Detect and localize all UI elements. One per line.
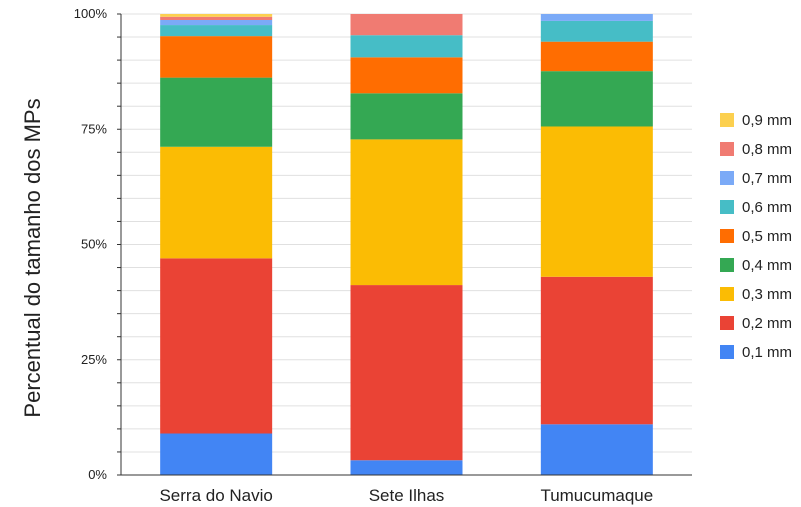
legend-label: 0,2 mm <box>742 315 792 332</box>
legend-swatch <box>720 171 734 185</box>
legend-swatch <box>720 142 734 156</box>
bar-segment <box>541 14 653 21</box>
legend-label: 0,1 mm <box>742 344 792 361</box>
bars <box>160 14 653 475</box>
bar-segment <box>160 78 272 147</box>
bar-segment <box>351 93 463 139</box>
bar-segment <box>351 14 463 35</box>
bar-segment <box>541 424 653 475</box>
y-tick-labels: 0% 25% 50% 75% 100% <box>74 6 108 482</box>
bar-segment <box>160 17 272 20</box>
bar-segment <box>351 285 463 460</box>
bar-segment <box>541 277 653 425</box>
legend-swatch <box>720 345 734 359</box>
legend-swatch <box>720 287 734 301</box>
legend-swatch <box>720 258 734 272</box>
legend: 0,9 mm 0,8 mm 0,7 mm 0,6 mm 0,5 mm 0,4 mm 0,3 … <box>720 112 792 361</box>
legend-swatch <box>720 229 734 243</box>
y-tick-label: 0% <box>88 467 107 482</box>
bar-segment <box>160 36 272 77</box>
legend-label: 0,6 mm <box>742 199 792 216</box>
legend-swatch <box>720 316 734 330</box>
x-tick-label: Tumucumaque <box>540 486 653 505</box>
y-tick-label: 25% <box>81 352 107 367</box>
bar-segment <box>541 42 653 72</box>
legend-label: 0,3 mm <box>742 286 792 303</box>
bar-segment <box>160 147 272 259</box>
bar-segment <box>160 20 272 25</box>
bar-segment <box>351 139 463 285</box>
bar-segment <box>160 258 272 433</box>
y-tick-label: 100% <box>74 6 108 21</box>
bar-segment <box>541 71 653 126</box>
legend-label: 0,7 mm <box>742 170 792 187</box>
y-tick-label: 50% <box>81 237 107 252</box>
bar-segment <box>160 25 272 36</box>
legend-swatch <box>720 200 734 214</box>
legend-label: 0,4 mm <box>742 257 792 274</box>
bar-segment <box>160 434 272 475</box>
x-tick-label: Sete Ilhas <box>369 486 445 505</box>
bar-segment <box>160 14 272 17</box>
legend-swatch <box>720 113 734 127</box>
legend-label: 0,8 mm <box>742 141 792 158</box>
bar-segment <box>351 35 463 57</box>
bar-segment <box>351 460 463 475</box>
x-tick-label: Serra do Navio <box>159 486 272 505</box>
y-tick-label: 75% <box>81 121 107 136</box>
bar-segment <box>541 21 653 42</box>
y-axis-label: Percentual do tamanho dos MPs <box>20 98 45 417</box>
bar-segment <box>541 126 653 276</box>
legend-label: 0,5 mm <box>742 228 792 245</box>
x-tick-labels: Serra do Navio Sete Ilhas Tumucumaque <box>159 486 653 505</box>
legend-label: 0,9 mm <box>742 112 792 129</box>
bar-segment <box>351 57 463 93</box>
